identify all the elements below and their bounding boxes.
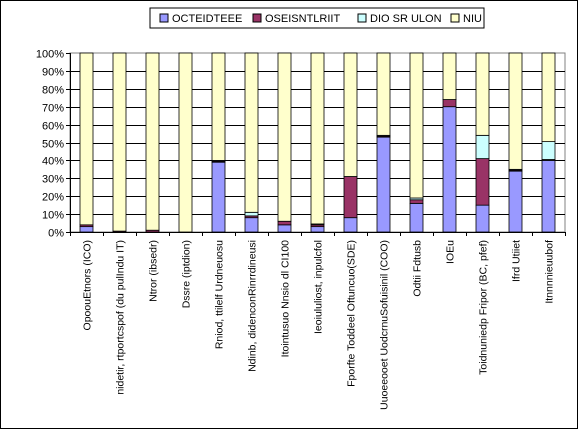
legend-swatch (252, 13, 262, 23)
bar-segment-2 (475, 158, 490, 206)
y-tick-label: 50% (42, 139, 64, 151)
bar-segment-4 (343, 52, 358, 177)
bar-segment-4 (112, 52, 127, 232)
y-tick-label: 0% (48, 228, 64, 240)
x-tick-label: Itointusuo Nnsio dl CI100 (280, 240, 292, 357)
bar-segment-4 (310, 52, 325, 225)
y-tick-label: 80% (42, 85, 64, 97)
bar-segment-4 (244, 52, 259, 213)
y-tick-label: 10% (42, 210, 64, 222)
bar-segment-4 (211, 52, 226, 161)
bar-segment-1 (343, 217, 358, 233)
bar-segment-3 (475, 134, 490, 160)
legend-label: NIU (463, 13, 482, 25)
x-tick-label: Fporfte Toddeel Oftuncuo(SDE) (346, 240, 358, 387)
y-tick-label: 60% (42, 121, 64, 133)
x-tick-label: nidetir, rtportcspof (du pulIndu IT) (115, 240, 127, 395)
x-tick-label: Ntror (ibsedr) (148, 240, 160, 302)
bar-segment-3 (244, 211, 259, 217)
bar-segment-4 (508, 52, 523, 170)
bar-segment-3 (541, 141, 556, 160)
y-tick-label: 100% (36, 49, 64, 61)
bar-segment-4 (79, 52, 94, 226)
bar-segment-4 (541, 52, 556, 143)
bar-segment-2 (277, 220, 292, 226)
legend-label: OCTEIDTEEE (172, 13, 242, 25)
bar-segment-4 (376, 52, 391, 136)
bar-segment-2 (409, 199, 424, 204)
x-tick-label: IOEu (445, 240, 457, 264)
y-tick-label: 70% (42, 103, 64, 115)
bar-segment-1 (277, 224, 292, 233)
bar-segment-1 (541, 159, 556, 233)
legend-label: DIO SR ULON (370, 13, 442, 25)
x-axis: OpoouEtnors (ICO) nidetir, rtportcspof (d… (70, 232, 566, 410)
x-tick-label: Itnnnnieuubof (544, 240, 556, 304)
x-tick-label: Uuoeeooet UodcrnuSofuisinil (COO) (379, 240, 391, 410)
bar-segment-1 (79, 226, 94, 233)
bar-segment-4 (145, 52, 160, 231)
x-tick-label: OpoouEtnors (ICO) (82, 240, 94, 330)
bar-segment-4 (442, 52, 457, 100)
bar-segment-1 (310, 226, 325, 233)
legend-label: OSEISNTLRIIT (265, 13, 340, 25)
bar-segment-1 (409, 202, 424, 233)
x-tick-label: Toidnuniedp Fripor (BC, pfef) (478, 240, 490, 375)
x-tick-label: Rniod, ttilelf Urdneuosu (214, 240, 226, 349)
bar-segment-1 (508, 170, 523, 233)
y-axis: 0% 10% 20% 30% 40% 50% 60% 70% 80% 90% 100% (36, 49, 71, 240)
bar-segment-2 (442, 99, 457, 108)
legend-box (149, 7, 485, 29)
x-tick-label: Ifrd Utiiet (511, 240, 523, 282)
bar-segment-4 (409, 52, 424, 199)
y-tick-label: 40% (42, 156, 64, 168)
bars (79, 52, 556, 233)
bar-segment-1 (211, 161, 226, 233)
y-tick-label: 90% (42, 67, 64, 79)
x-tick-label: Dssre (iptdion) (181, 240, 193, 308)
y-tick-label: 30% (42, 174, 64, 186)
x-tick-label: Ndinb, didenconRinrrdineusi (247, 240, 259, 372)
bar-segment-2 (343, 176, 358, 219)
legend-swatch (450, 13, 460, 23)
legend-swatch (357, 13, 367, 23)
x-tick-label: Ieoiululiost, inpulcfol (313, 240, 325, 334)
legend: OCTEIDTEEE OSEISNTLRIIT DIO SR ULON NIU (149, 7, 485, 29)
bar-segment-1 (244, 217, 259, 233)
legend-swatch (159, 13, 169, 23)
bar-segment-4 (475, 52, 490, 136)
bar-segment-1 (376, 136, 391, 233)
bar-segment-4 (277, 52, 292, 222)
bar-segment-1 (475, 204, 490, 233)
x-tick-label: Odtii Fdtusb (412, 240, 424, 297)
y-tick-label: 20% (42, 192, 64, 204)
bar-segment-1 (442, 106, 457, 233)
bar-segment-4 (178, 52, 193, 233)
